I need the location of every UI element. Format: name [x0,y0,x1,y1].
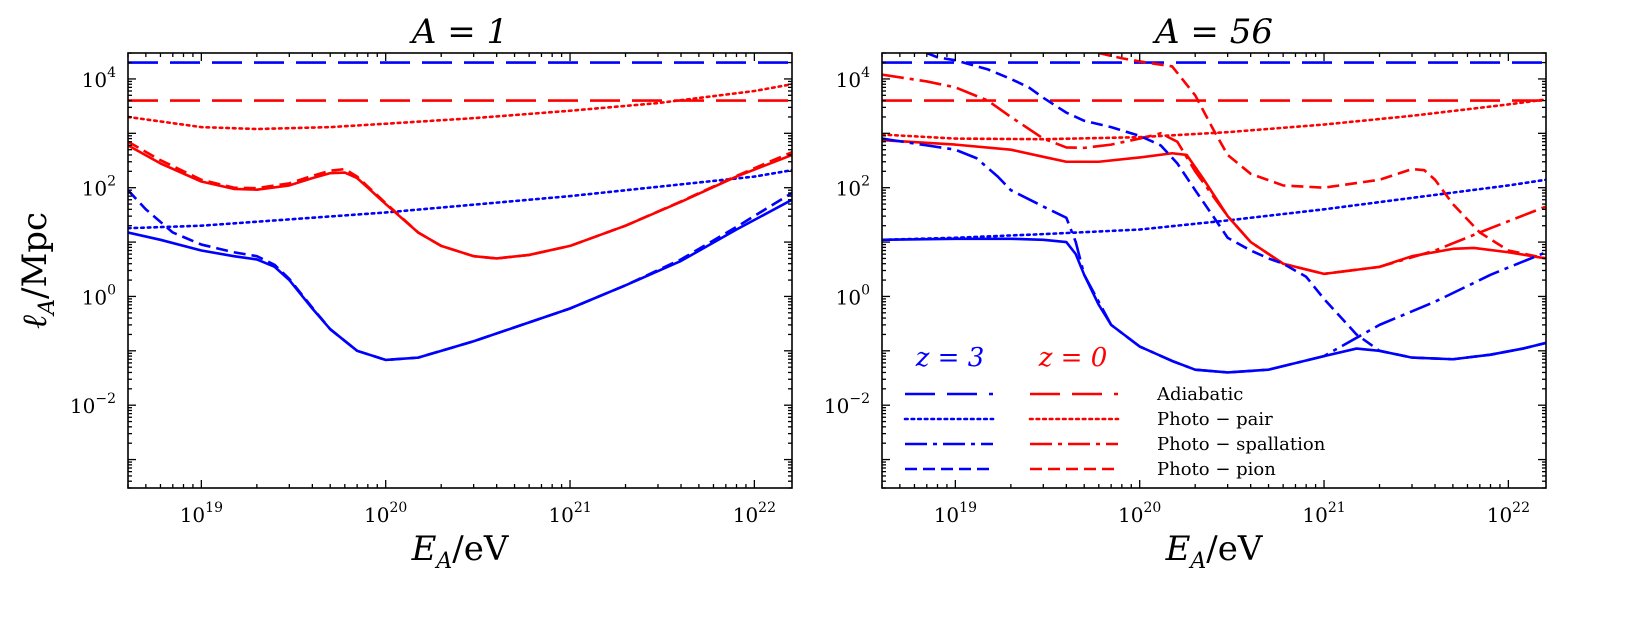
legend-label: Photo − pair [1157,409,1273,430]
y-tick-label: 10−2 [70,391,116,418]
series-photo-pion-z-0 [1098,53,1546,260]
series-group [128,61,792,362]
series-total-z-0 [128,144,792,260]
y-tick-label: 102 [836,174,870,201]
legend-label: Photo − pion [1157,459,1276,480]
x-axis-label: EA/eV [411,529,510,574]
tick-base: 10 [733,503,758,527]
tick-exponent: 4 [107,65,116,81]
chart-title: A = 56 [1152,12,1273,52]
y-axis-label: ℓA/Mpc [15,212,60,329]
series-photo-pion-z-3 [128,189,792,362]
x-tick-label: 1021 [548,500,591,527]
y-label-sub: A [35,299,60,317]
tick-exponent: 0 [861,282,870,298]
x-label-sub: A [434,549,452,574]
x-tick-label: 1020 [1118,500,1161,527]
series-photo-pion-z-0 [128,140,792,260]
y-label-unit: /Mpc [15,212,55,299]
x-label-unit: /eV [1206,529,1264,569]
y-tick-label: 102 [82,174,116,201]
tick-base: 10 [824,394,849,418]
tick-exponent: 20 [390,500,408,516]
tick-base: 10 [1118,503,1143,527]
tick-base: 10 [82,68,107,92]
tick-base: 10 [1302,503,1327,527]
legend-title-z3: z = 3 [915,343,985,373]
series-photo-pair-z-3 [128,168,792,230]
tick-base: 10 [180,503,205,527]
tick-base: 10 [836,285,861,309]
series-photo-spallation-z-0 [882,73,1546,276]
tick-base: 10 [364,503,389,527]
series-photo-spallation-z-3 [882,137,1546,374]
legend-label: Photo − spallation [1157,434,1326,455]
x-tick-label: 1020 [364,500,407,527]
tick-base: 10 [836,68,861,92]
y-label-main: ℓ [15,315,55,329]
tick-exponent: 2 [861,174,870,190]
tick-base: 10 [836,177,861,201]
series-photo-pair-z-3 [882,178,1546,242]
y-tick-label: 100 [82,282,116,309]
legend: z = 3 z = 0 Adiabatic Photo − pair Photo − s… [903,343,1326,480]
tick-exponent: 22 [1512,500,1530,516]
x-tick-label: 1019 [180,500,223,527]
tick-exponent: −2 [95,391,116,407]
tick-base: 10 [82,177,107,201]
tick-exponent: 21 [574,500,592,516]
y-tick-label: 100 [836,282,870,309]
tick-exponent: 19 [205,500,223,516]
tick-exponent: −2 [849,391,870,407]
tick-base: 10 [934,503,959,527]
y-tick-label: 104 [836,65,870,92]
tick-exponent: 22 [758,500,776,516]
y-tick-label: 104 [82,65,116,92]
y-tick-label: 10−2 [824,391,870,418]
tick-exponent: 2 [107,174,116,190]
legend-label: Adiabatic [1156,384,1243,405]
tick-base: 10 [70,394,95,418]
x-tick-label: 1021 [1302,500,1345,527]
tick-exponent: 4 [861,65,870,81]
tick-exponent: 0 [107,282,116,298]
tick-base: 10 [548,503,573,527]
tick-exponent: 19 [959,500,977,516]
tick-exponent: 21 [1328,500,1346,516]
x-label-sub: A [1188,549,1206,574]
tick-exponent: 20 [1144,500,1162,516]
x-tick-label: 1022 [1487,500,1530,527]
x-axis-label: EA/eV [1165,529,1264,574]
series-total-z-0 [882,138,1546,276]
series-group [882,53,1546,374]
x-label-unit: /eV [452,529,510,569]
x-label-main: E [1165,529,1191,569]
series-photo-pair-z-0 [128,82,792,131]
tick-base: 10 [82,285,107,309]
x-tick-label: 1019 [934,500,977,527]
x-tick-label: 1022 [733,500,776,527]
series-photo-pair-z-0 [882,98,1546,141]
tick-base: 10 [1487,503,1512,527]
chart-title: A = 1 [409,12,508,52]
series-total-z-3 [882,237,1546,374]
x-label-main: E [411,529,437,569]
legend-title-z0: z = 0 [1038,343,1108,373]
